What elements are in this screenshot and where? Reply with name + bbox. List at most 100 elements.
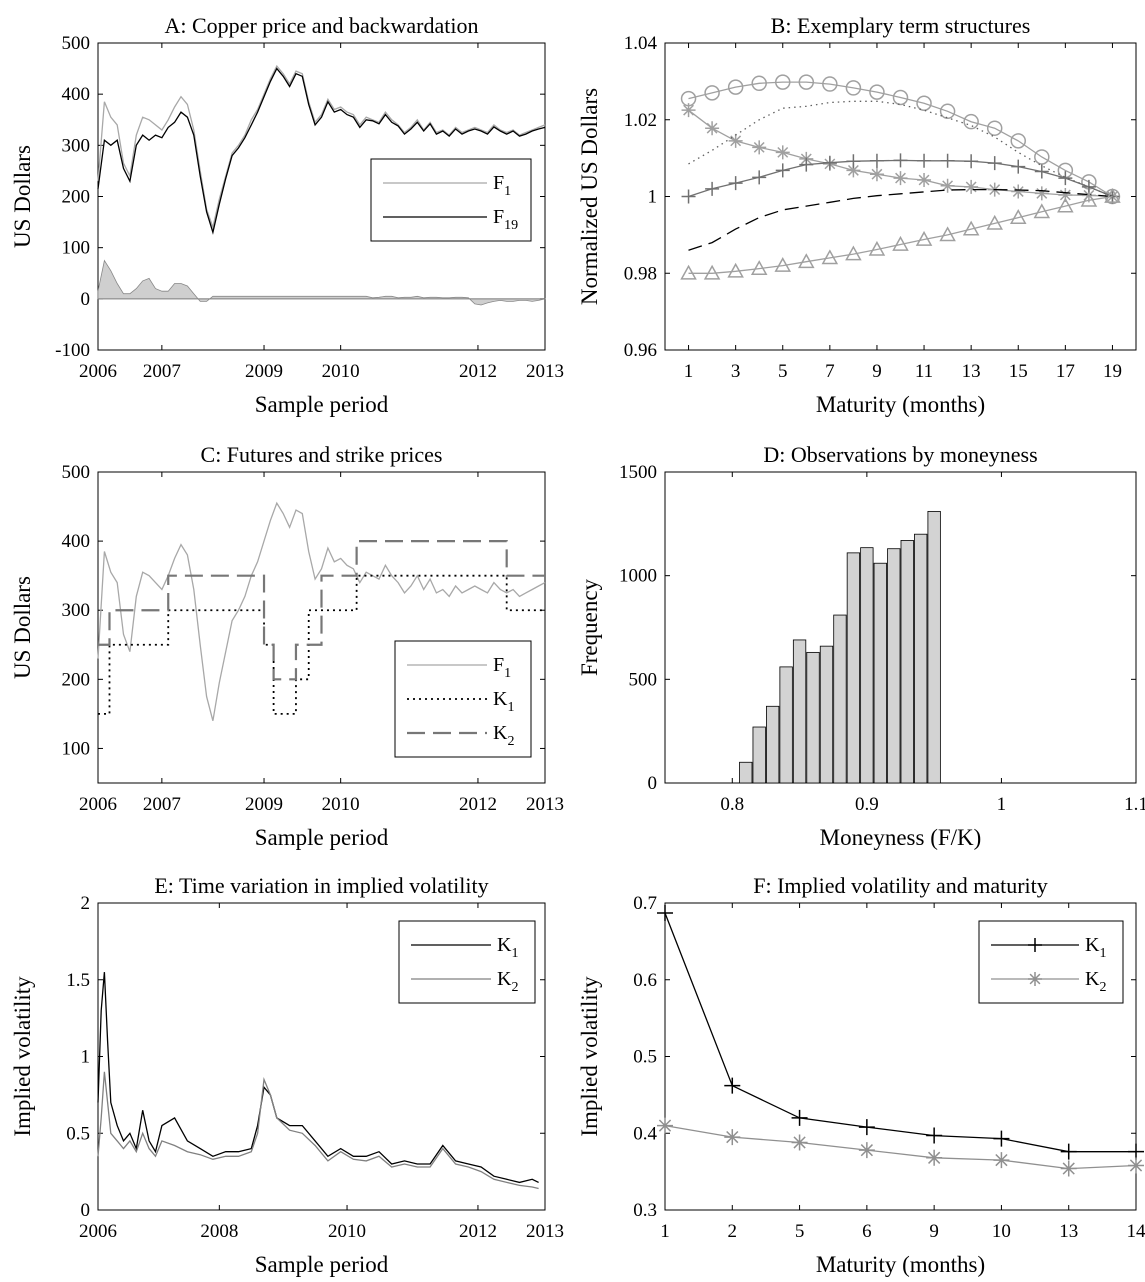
histogram-bar [779, 666, 793, 784]
data-point [703, 264, 721, 280]
data-point [724, 1077, 741, 1094]
data-point [724, 1129, 741, 1146]
histogram-bar [900, 540, 914, 784]
y-tick-label: 500 [62, 462, 91, 483]
y-tick-label: 0.5 [633, 1047, 657, 1068]
x-tick-label: 2008 [200, 1221, 238, 1242]
histogram-bar [927, 510, 941, 784]
data-point [681, 103, 696, 118]
panel-B: B: Exemplary term structures Maturity (mo… [577, 13, 1137, 417]
x-tick-label: 2010 [322, 794, 360, 815]
x-tick-label: 5 [795, 1221, 805, 1242]
data-point [791, 1134, 808, 1151]
x-tick-label: 19 [1103, 361, 1122, 382]
y-tick-label: 0.98 [624, 263, 657, 284]
y-axis-label: Implied volatility [10, 976, 35, 1137]
plot-frame [97, 471, 546, 784]
x-axis-label: Sample period [255, 1252, 389, 1277]
data-point [657, 904, 673, 921]
histogram-bar [833, 614, 847, 784]
y-tick-label: 400 [62, 531, 91, 552]
term-structure-line [688, 81, 1113, 198]
y-tick-label: 0.96 [624, 340, 657, 361]
x-tick-label: 2010 [328, 1221, 366, 1242]
data-point [964, 154, 979, 169]
data-point [845, 245, 862, 261]
data-point [926, 1127, 943, 1144]
data-point [1011, 159, 1026, 174]
y-tick-label: 0.7 [633, 893, 657, 914]
x-tick-label: 2010 [322, 361, 360, 382]
y-tick-label: -100 [55, 340, 90, 361]
series-F1-line [97, 64, 546, 230]
y-tick-label: 0 [81, 289, 91, 310]
y-tick-label: 1000 [619, 566, 657, 587]
x-tick-label: 2013 [526, 361, 564, 382]
data-point [993, 1152, 1010, 1169]
y-axis-label: US Dollars [10, 576, 35, 679]
data-point [916, 95, 932, 111]
x-axis-label: Moneyness (F/K) [820, 825, 982, 850]
series-F1-line [97, 501, 546, 721]
y-tick-label: 300 [62, 600, 91, 621]
y-tick-label: 1 [648, 187, 658, 208]
data-point [1104, 187, 1121, 203]
data-point [845, 80, 862, 96]
y-axis-label: Implied volatility [577, 976, 602, 1137]
panel-C: C: Futures and strike prices Sample perio… [10, 442, 564, 850]
x-tick-label: 13 [1059, 1221, 1078, 1242]
data-point [705, 181, 720, 196]
histogram-bar [873, 562, 887, 784]
y-tick-label: 200 [62, 187, 91, 208]
series-F19-line [97, 67, 546, 235]
data-point [858, 1119, 875, 1136]
x-tick-label: 0.9 [855, 794, 879, 815]
y-tick-label: 0.3 [633, 1200, 657, 1221]
data-point [1058, 171, 1073, 186]
y-tick-label: 1 [81, 1047, 91, 1068]
term-structure-line [688, 188, 1113, 251]
x-tick-label: 2009 [245, 361, 283, 382]
legend-box [398, 920, 536, 1004]
panel-E: E: Time variation in implied volatility S… [10, 873, 564, 1277]
x-tick-label: 15 [1009, 361, 1028, 382]
series-K1-line [97, 972, 539, 1184]
data-point [868, 240, 886, 256]
y-tick-label: 0.4 [633, 1123, 657, 1144]
y-tick-label: 200 [62, 669, 91, 690]
data-point [750, 260, 768, 275]
x-tick-label: 13 [962, 361, 981, 382]
data-point [892, 235, 909, 251]
data-point [799, 157, 814, 172]
x-tick-label: 1 [660, 1221, 670, 1242]
data-point [1011, 184, 1026, 199]
series-K2-line [664, 1124, 1137, 1170]
data-point [1034, 149, 1050, 165]
data-point [993, 1130, 1010, 1147]
data-point [822, 155, 837, 170]
y-axis-label: US Dollars [10, 145, 35, 248]
data-point [657, 1117, 673, 1134]
x-tick-label: 2012 [459, 794, 497, 815]
histogram-bar [846, 552, 861, 784]
data-point [774, 257, 792, 272]
data-point [1060, 1143, 1077, 1160]
chart-title: F: Implied volatility and maturity [753, 873, 1048, 898]
x-tick-label: 2009 [245, 794, 283, 815]
data-point [1028, 938, 1042, 952]
x-tick-label: 2007 [143, 361, 181, 382]
y-axis-label: Frequency [577, 578, 602, 676]
data-point [1033, 203, 1051, 219]
series-K2-line [97, 1071, 539, 1190]
x-tick-label: 1 [684, 361, 694, 382]
data-point [1081, 188, 1096, 203]
y-tick-label: 0.5 [66, 1123, 90, 1144]
histogram-bar [766, 705, 780, 784]
x-tick-label: 1.1 [1124, 794, 1145, 815]
data-point [1080, 191, 1098, 207]
y-tick-label: 1500 [619, 462, 657, 483]
data-point [869, 84, 885, 100]
chart-title: A: Copper price and backwardation [165, 13, 479, 38]
data-point [1009, 209, 1027, 224]
term-structure-line [688, 195, 1113, 274]
